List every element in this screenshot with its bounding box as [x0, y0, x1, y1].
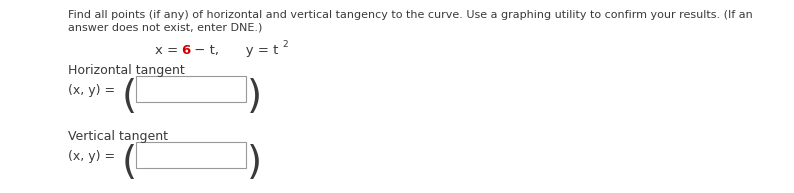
Text: Find all points (if any) of horizontal and vertical tangency to the curve. Use a: Find all points (if any) of horizontal a…	[68, 10, 753, 20]
Text: (x, y) =: (x, y) =	[68, 150, 115, 163]
Text: y = t: y = t	[233, 44, 279, 57]
Bar	[136, 76, 246, 102]
Text: − t,: − t,	[190, 44, 219, 57]
Text: Horizontal tangent: Horizontal tangent	[68, 64, 185, 77]
Text: x =: x =	[155, 44, 183, 57]
Text: Vertical tangent: Vertical tangent	[68, 130, 168, 143]
Text: 2: 2	[282, 40, 287, 49]
Text: 6: 6	[181, 44, 191, 57]
Text: answer does not exist, enter DNE.): answer does not exist, enter DNE.)	[68, 23, 262, 33]
Text: (: (	[122, 78, 137, 116]
Text: (: (	[122, 144, 137, 182]
Text: ): )	[247, 144, 262, 182]
Bar	[136, 142, 246, 168]
Text: ): )	[247, 78, 262, 116]
Text: (x, y) =: (x, y) =	[68, 84, 115, 97]
